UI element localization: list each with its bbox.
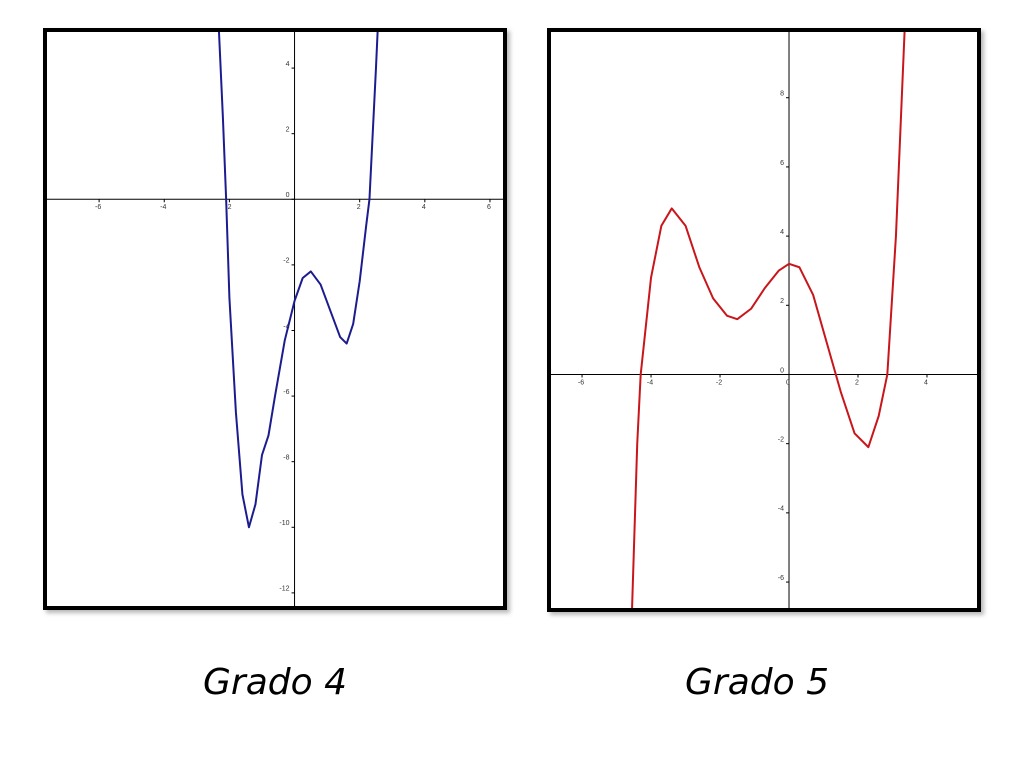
x-tick-label: 6 [487, 204, 491, 211]
y-tick-label: -2 [283, 258, 289, 265]
plot-frame [547, 28, 981, 612]
y-tick-label: -6 [778, 575, 784, 582]
x-tick-label: 2 [357, 204, 361, 211]
y-tick-label: -8 [283, 455, 289, 462]
y-tick-label: -12 [279, 586, 289, 593]
chart: -6 -4 -2 0 2 4 8 6 4 2 0 -2 -4 -6 Grado 5 [547, 28, 981, 703]
x-tick-label: 4 [924, 379, 928, 386]
y-tick-label: 4 [780, 229, 784, 236]
caption: Grado 5 [685, 662, 829, 703]
plot-frame [43, 28, 507, 610]
chart: -6 -4 -2 2 4 6 4 2 0 -2 -4 -6 -8 -10 -12 Grado 4 [43, 28, 507, 703]
x-tick-label: -2 [716, 379, 722, 386]
y-tick-label: 2 [780, 298, 784, 305]
y-tick-label: 0 [286, 192, 290, 199]
y-tick-label: -4 [283, 323, 289, 330]
x-tick-label: -4 [160, 204, 166, 211]
x-tick-label: -6 [578, 379, 584, 386]
y-tick-label: -6 [283, 389, 289, 396]
y-tick-label: 4 [286, 61, 290, 68]
y-tick-label: -10 [279, 520, 289, 527]
curve [631, 32, 906, 608]
y-tick-label: 2 [286, 127, 290, 134]
y-tick-label: 0 [780, 367, 784, 374]
x-tick-label: -6 [95, 204, 101, 211]
x-tick-label: 2 [855, 379, 859, 386]
caption: Grado 4 [203, 662, 347, 703]
x-tick-label: -4 [647, 379, 653, 386]
x-tick-label: 4 [422, 204, 426, 211]
x-tick-label: 0 [786, 379, 790, 386]
curve [217, 32, 379, 529]
y-tick-label: 6 [780, 160, 784, 167]
y-tick-label: 8 [780, 91, 784, 98]
y-tick-label: -4 [778, 506, 784, 513]
x-tick-label: -2 [225, 204, 231, 211]
y-tick-label: -2 [778, 437, 784, 444]
